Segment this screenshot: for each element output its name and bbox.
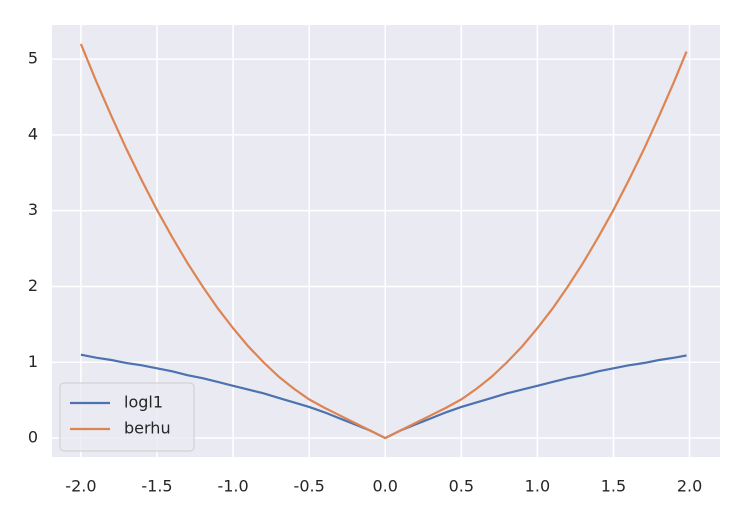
x-tick-label: -0.5 [294, 477, 325, 496]
x-tick-label: -1.5 [141, 477, 172, 496]
x-tick-label: 0.5 [449, 477, 474, 496]
x-tick-label: -1.0 [217, 477, 248, 496]
legend-label: berhu [124, 419, 171, 438]
x-tick-label: 0.0 [373, 477, 398, 496]
line [79, 43, 688, 440]
x-tick-label: -2.0 [65, 477, 96, 496]
x-tick-label: 2.0 [677, 477, 702, 496]
y-tick-label: 5 [28, 49, 38, 68]
legend-label: logl1 [124, 393, 163, 412]
x-tick-label: 1.5 [601, 477, 626, 496]
y-tick-label: 1 [28, 352, 38, 371]
y-tick-label: 2 [28, 276, 38, 295]
x-tick-label: 1.0 [525, 477, 550, 496]
y-tick-label: 3 [28, 200, 38, 219]
y-tick-label: 4 [28, 124, 38, 143]
y-tick-label: 0 [28, 428, 38, 447]
legend-box [59, 382, 195, 452]
